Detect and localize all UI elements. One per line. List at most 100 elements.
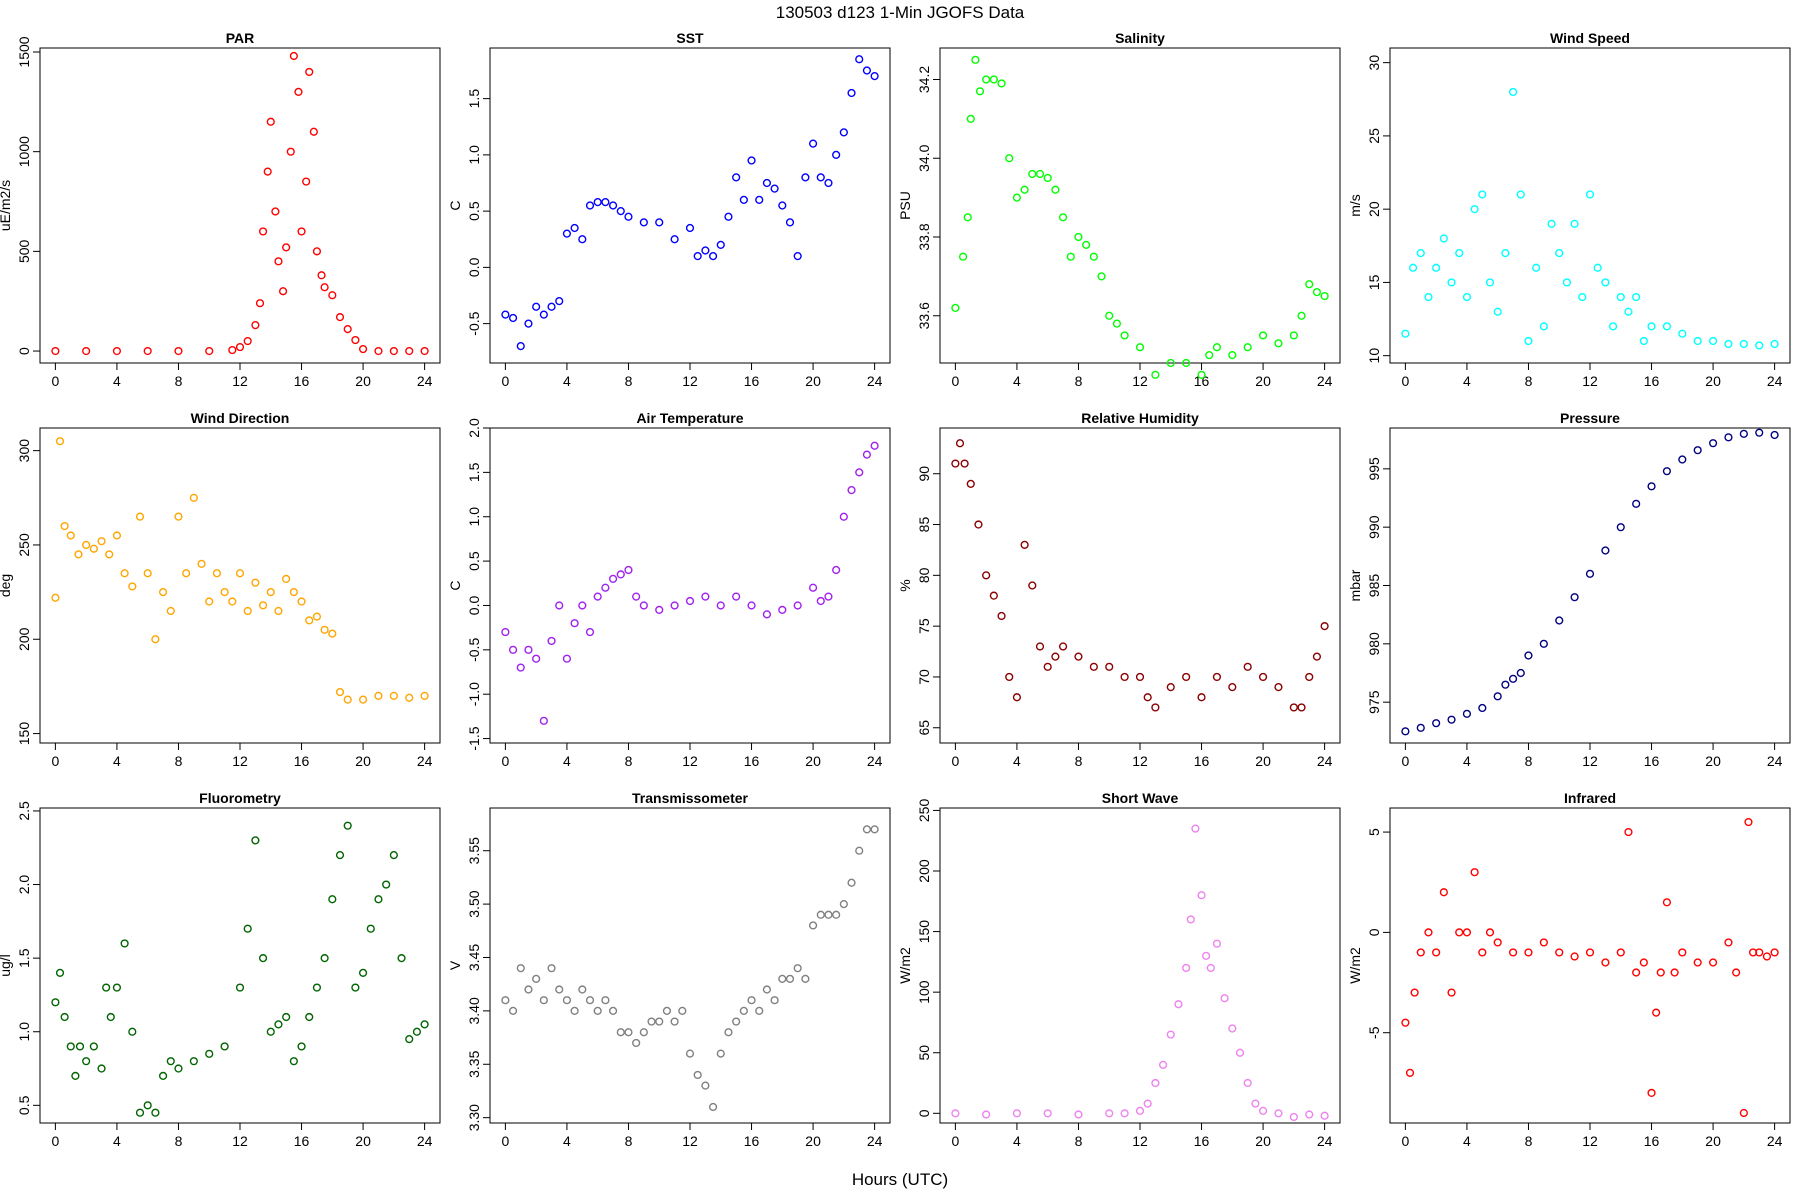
x-tick-label: 16 — [1644, 753, 1660, 769]
data-point — [1562, 278, 1572, 287]
data-point — [693, 252, 702, 261]
panel-title: Infrared — [1564, 790, 1616, 806]
y-tick-label: 1000 — [16, 136, 32, 167]
y-tick-label: 34.2 — [916, 66, 932, 93]
data-point — [1297, 703, 1306, 712]
data-point — [1539, 322, 1548, 331]
x-tick-label: 4 — [113, 373, 121, 389]
plot-frame — [1389, 807, 1791, 1124]
data-point — [1739, 429, 1748, 438]
data-point — [1501, 680, 1510, 689]
data-point — [1570, 593, 1579, 602]
data-point — [555, 297, 564, 306]
x-tick-label: 0 — [51, 1133, 59, 1149]
data-point — [608, 574, 618, 583]
data-point — [1158, 1060, 1168, 1069]
data-point — [297, 1042, 306, 1051]
data-point — [516, 342, 525, 351]
data-point — [847, 486, 856, 495]
data-point — [1424, 292, 1433, 302]
x-tick-label: 8 — [625, 753, 633, 769]
data-point — [1424, 928, 1433, 937]
data-point — [1401, 727, 1410, 736]
y-tick-label: -0.5 — [466, 311, 482, 335]
data-point — [102, 983, 111, 992]
data-point — [547, 636, 556, 646]
data-point — [1639, 336, 1648, 346]
data-point — [1493, 938, 1502, 947]
data-point — [971, 55, 980, 64]
x-tick-label: 16 — [294, 753, 310, 769]
data-point — [501, 627, 510, 637]
y-tick-label: 980 — [1366, 632, 1382, 656]
x-tick-label: 20 — [805, 1133, 821, 1149]
data-point — [855, 468, 864, 477]
data-point — [1182, 963, 1191, 973]
data-point — [816, 910, 825, 919]
y-tick-label: 1.5 — [466, 89, 482, 109]
data-point — [708, 252, 718, 261]
data-point — [997, 79, 1006, 88]
x-tick-label: 12 — [682, 753, 698, 769]
data-point — [870, 825, 879, 834]
data-point — [655, 605, 664, 615]
data-point — [1082, 240, 1091, 249]
data-point — [1205, 351, 1214, 360]
data-point — [1770, 339, 1779, 349]
data-point — [982, 571, 991, 580]
data-point — [655, 218, 664, 227]
x-tick-label: 8 — [625, 373, 633, 389]
x-tick-label: 4 — [1463, 753, 1471, 769]
data-point — [632, 1038, 641, 1048]
data-point — [74, 550, 83, 559]
data-point — [601, 583, 610, 592]
plot-frame — [1389, 47, 1791, 364]
data-point — [266, 588, 275, 597]
data-point — [1243, 662, 1252, 671]
data-point — [724, 1028, 733, 1037]
data-point — [351, 983, 360, 992]
data-point — [228, 345, 237, 355]
data-point — [66, 1042, 75, 1051]
y-tick-label: 1500 — [16, 36, 32, 67]
data-point — [532, 654, 541, 663]
data-point — [302, 177, 311, 186]
data-point — [1043, 173, 1052, 183]
data-point — [670, 1017, 679, 1026]
y-axis-label: deg — [0, 574, 13, 597]
data-point — [832, 565, 841, 575]
x-tick-label: 24 — [417, 753, 433, 769]
data-point — [770, 996, 779, 1005]
data-point — [1143, 693, 1152, 702]
data-point — [785, 218, 795, 227]
data-point — [1578, 292, 1587, 302]
data-point — [106, 1012, 115, 1022]
data-point — [235, 983, 245, 992]
data-point — [1555, 948, 1564, 957]
data-point — [1405, 1068, 1415, 1077]
x-tick-label: 16 — [1644, 373, 1660, 389]
data-point — [708, 1102, 718, 1112]
data-point — [1539, 639, 1548, 648]
y-tick-label: 20 — [1366, 201, 1382, 217]
data-point — [358, 968, 368, 977]
x-tick-label: 12 — [232, 753, 248, 769]
panel-title: PAR — [226, 30, 255, 46]
data-point — [1320, 622, 1329, 631]
x-tick-label: 8 — [175, 753, 183, 769]
x-tick-label: 12 — [1132, 1133, 1148, 1149]
y-axis-label: V — [447, 960, 463, 970]
x-tick-label: 0 — [501, 373, 509, 389]
x-tick-label: 0 — [1401, 753, 1409, 769]
x-tick-label: 4 — [113, 753, 121, 769]
data-point — [1656, 968, 1665, 977]
data-point — [343, 325, 352, 334]
y-tick-label: 10 — [1366, 348, 1382, 364]
y-tick-label: -1.0 — [466, 682, 482, 706]
data-point — [955, 439, 965, 448]
data-point — [1478, 703, 1487, 713]
y-axis-label: PSU — [897, 191, 913, 220]
x-tick-label: 12 — [1582, 1133, 1598, 1149]
y-tick-label: 1.0 — [466, 507, 482, 527]
x-tick-label: 20 — [1255, 1133, 1271, 1149]
